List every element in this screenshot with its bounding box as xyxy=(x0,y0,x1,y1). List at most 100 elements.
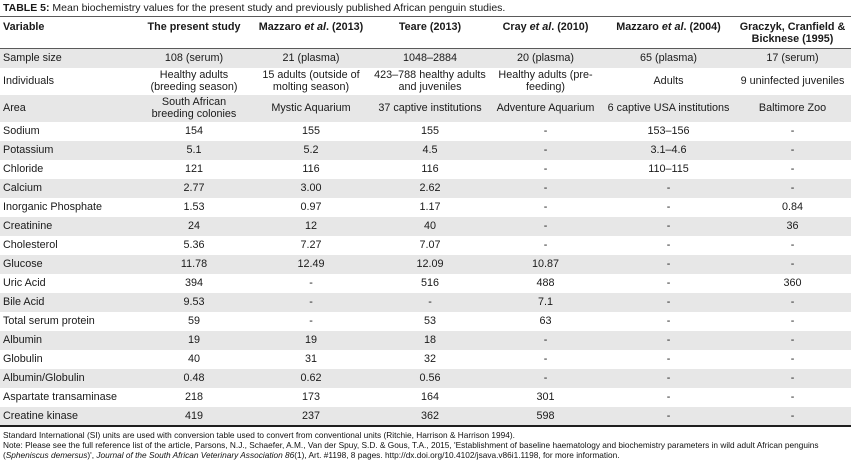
table-row: Sodium 154 155 155 - 153–156 - xyxy=(0,122,851,141)
value-cell: Adults xyxy=(653,75,684,87)
value-cell: 218 xyxy=(184,391,203,403)
table-caption: Mean biochemistry values for the present… xyxy=(52,2,506,14)
value-cell: - xyxy=(666,315,671,327)
value-cell: 11.78 xyxy=(180,258,208,270)
value-cell: 0.48 xyxy=(183,372,205,384)
value-cell: - xyxy=(790,315,795,327)
value-cell: - xyxy=(666,391,671,403)
value-cell: - xyxy=(790,372,795,384)
value-cell: 121 xyxy=(184,163,203,175)
table-row: Creatinine 24 12 40 - - 36 xyxy=(0,216,851,236)
value-cell: 12 xyxy=(304,220,317,232)
value-cell: - xyxy=(790,182,795,194)
value-cell: 37 captive institutions xyxy=(378,102,482,114)
table-row: Cholesterol 5.36 7.27 7.07 - - - xyxy=(0,236,851,255)
table-row: Creatine kinase 419 237 362 598 - - xyxy=(0,406,851,426)
column-header-variable: Variable xyxy=(0,16,138,49)
biochemistry-table: Variable The present study Mazzaro et al. … xyxy=(0,16,851,427)
value-cell: 155 xyxy=(301,125,320,137)
table-row: Sample size 108 (serum) 21 (plasma) 1048–28… xyxy=(0,48,851,68)
value-cell: 5.2 xyxy=(303,144,319,156)
value-cell: 3.00 xyxy=(300,182,322,194)
row-label: Total serum protein xyxy=(3,315,95,327)
table-header: Variable The present study Mazzaro et al. … xyxy=(0,16,851,49)
row-label: Calcium xyxy=(3,182,42,194)
value-cell: - xyxy=(666,353,671,365)
value-cell: - xyxy=(543,334,548,346)
column-header: Mazzaro et al. (2013) xyxy=(250,16,372,49)
row-label: Glucose xyxy=(3,258,43,270)
value-cell: - xyxy=(666,409,671,422)
table-row: Individuals Healthy adults (breeding seas… xyxy=(0,68,851,95)
value-cell: - xyxy=(790,125,795,137)
value-cell: - xyxy=(666,372,671,384)
table-row: Area South African breeding colonies Mysti… xyxy=(0,94,851,122)
value-cell: 7.07 xyxy=(419,239,441,251)
value-cell: 237 xyxy=(301,409,320,422)
value-cell: 40 xyxy=(187,353,200,365)
value-cell: 116 xyxy=(421,163,439,175)
value-cell: - xyxy=(309,296,313,308)
value-cell: - xyxy=(790,144,795,156)
value-cell: 31 xyxy=(304,353,317,365)
value-cell: 110–115 xyxy=(648,163,689,175)
value-cell: 40 xyxy=(423,220,436,232)
value-cell: 17 (serum) xyxy=(766,52,819,65)
row-label: Individuals xyxy=(3,75,55,87)
value-cell: - xyxy=(666,296,671,308)
value-cell: 18 xyxy=(423,334,436,346)
value-cell: 24 xyxy=(187,220,200,232)
row-label: Potassium xyxy=(3,144,54,156)
value-cell: 12.09 xyxy=(416,258,444,270)
table-row: Uric Acid 394 - 516 488 - 360 xyxy=(0,274,851,293)
value-cell: 598 xyxy=(536,409,555,422)
row-label: Sodium xyxy=(3,125,40,137)
value-cell: 12.49 xyxy=(297,258,325,270)
table-row: Total serum protein 59 - 53 63 - - xyxy=(0,312,851,331)
table-row: Chloride 121 116 116 - 110–115 - xyxy=(0,160,851,179)
table-footnotes: Standard International (SI) units are us… xyxy=(0,427,851,460)
table-row: Glucose 11.78 12.49 12.09 10.87 - - xyxy=(0,254,851,274)
row-label: Albumin xyxy=(3,334,43,346)
value-cell: - xyxy=(543,201,548,213)
value-cell: 2.62 xyxy=(419,182,441,194)
column-header: Cray et al. (2010) xyxy=(488,16,603,49)
value-cell: - xyxy=(543,353,548,365)
value-cell: - xyxy=(666,201,671,213)
table-row: Inorganic Phosphate 1.53 0.97 1.17 - - 0.84 xyxy=(0,198,851,217)
table-body: Sample size 108 (serum) 21 (plasma) 1048–28… xyxy=(0,48,851,426)
value-cell: 394 xyxy=(184,277,203,289)
value-cell: 19 xyxy=(304,334,317,346)
row-label: Inorganic Phosphate xyxy=(3,201,103,213)
value-cell: 20 (plasma) xyxy=(516,52,574,65)
value-cell: - xyxy=(543,144,548,156)
value-cell: 153–156 xyxy=(647,125,690,137)
value-cell: 9 uninfected juveniles xyxy=(740,75,845,87)
value-cell: - xyxy=(543,372,548,384)
value-cell: - xyxy=(666,220,671,232)
value-cell: 516 xyxy=(420,277,439,289)
row-label: Creatinine xyxy=(3,220,53,232)
value-cell: 0.62 xyxy=(300,372,322,384)
value-cell: 164 xyxy=(420,391,439,403)
table-title: TABLE 5: Mean biochemistry values for th… xyxy=(0,0,851,16)
value-cell: 3.1–4.6 xyxy=(650,144,687,156)
row-label: Cholesterol xyxy=(3,239,58,251)
value-cell: - xyxy=(666,334,671,346)
value-cell: 7.1 xyxy=(537,296,553,308)
value-cell: 116 xyxy=(302,163,320,175)
value-cell: 6 captive USA institutions xyxy=(607,102,730,114)
value-cell: - xyxy=(309,315,313,327)
value-cell: - xyxy=(543,239,548,251)
value-cell: - xyxy=(790,391,795,403)
value-cell: 154 xyxy=(184,125,203,137)
value-cell: 2.77 xyxy=(183,182,205,194)
column-header: Mazzaro et al. (2004) xyxy=(603,16,734,49)
value-cell: - xyxy=(790,163,795,175)
row-label: Globulin xyxy=(3,353,43,365)
value-cell: 419 xyxy=(184,409,203,422)
value-cell: 1.17 xyxy=(419,201,441,213)
value-cell: - xyxy=(428,296,432,308)
value-cell: 0.97 xyxy=(300,201,322,213)
